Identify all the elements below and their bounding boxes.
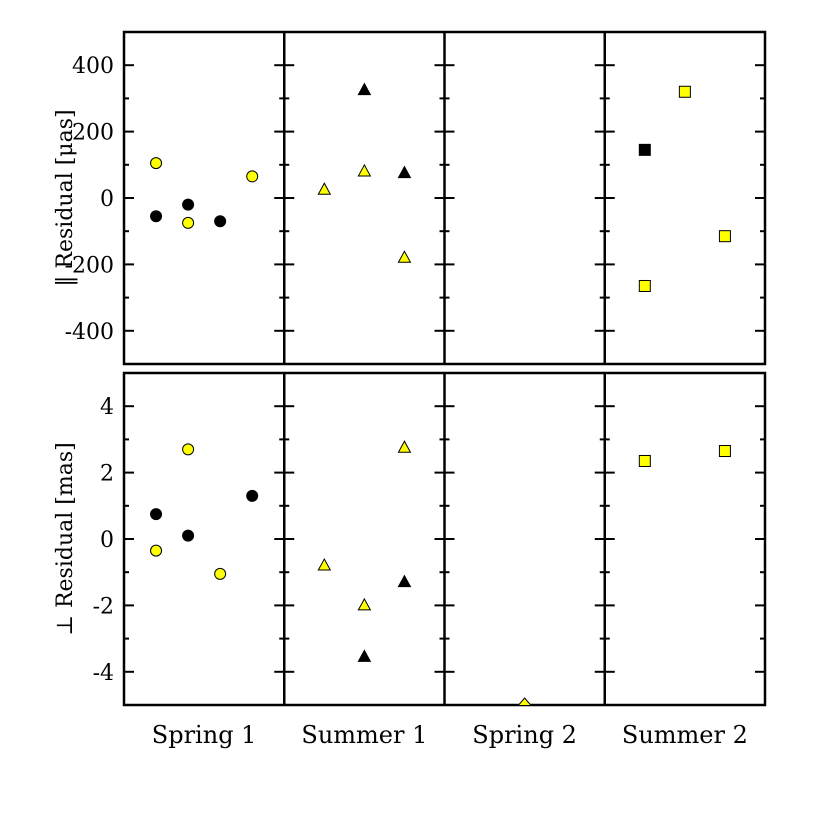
y-tick-label: 0	[100, 528, 114, 553]
data-point-circle	[182, 198, 195, 211]
data-point-triangle	[397, 440, 412, 453]
data-point-diamond	[517, 697, 532, 705]
y-axis-label: ‖ Residual [μas]	[53, 109, 78, 286]
y-tick-label: 0	[100, 187, 114, 212]
data-point-circle	[182, 216, 195, 229]
data-point-triangle	[317, 558, 332, 571]
data-point-triangle	[357, 597, 372, 611]
data-point-circle	[150, 157, 163, 170]
data-point-square	[638, 279, 651, 292]
data-point-triangle	[397, 165, 412, 179]
y-tick-label: -2	[93, 594, 114, 619]
y-tick-label: 4	[100, 395, 114, 420]
y-tick-label: 200	[72, 121, 114, 146]
y-tick-label: -4	[93, 661, 114, 686]
data-point-circle	[214, 567, 227, 580]
y-tick-label: -200	[65, 253, 114, 278]
data-point-triangle	[357, 163, 372, 177]
data-points	[150, 82, 731, 292]
data-point-square	[678, 85, 691, 98]
chart-panels: -400 -200 0 200 400 ‖ Residual [μas] -4 -2 0 2 4 ⊥ …	[53, 30, 767, 707]
y-tick-label: 400	[72, 54, 114, 79]
y-tick-label: 2	[100, 462, 114, 487]
data-point-square	[718, 230, 731, 243]
y-tick-label: -400	[65, 320, 114, 345]
data-points	[150, 440, 731, 705]
data-point-circle	[182, 443, 195, 456]
category-label: Summer 2	[622, 721, 748, 749]
data-point-circle	[214, 215, 227, 228]
category-label: Spring 1	[152, 721, 257, 749]
y-axis-label: ⊥ Residual [mas]	[53, 442, 78, 635]
data-point-circle	[150, 544, 163, 557]
data-point-circle	[150, 508, 163, 521]
data-point-triangle	[397, 250, 412, 263]
panel-2: -4 -2 0 2 4 ⊥ Residual [mas]	[53, 371, 767, 707]
data-point-triangle	[397, 574, 412, 588]
data-point-triangle	[357, 649, 372, 662]
category-labels: Spring 1 Summer 1 Spring 2 Summer 2	[152, 721, 748, 749]
data-point-circle	[246, 489, 259, 502]
data-point-triangle	[357, 82, 372, 96]
data-point-square	[638, 454, 651, 467]
data-point-triangle	[317, 182, 332, 195]
data-point-circle	[150, 210, 163, 223]
data-point-circle	[182, 529, 195, 542]
panel-1: -400 -200 0 200 400 ‖ Residual [μas]	[53, 30, 767, 366]
category-label: Spring 2	[472, 721, 577, 749]
data-point-circle	[246, 170, 259, 183]
data-point-square	[638, 143, 651, 156]
data-point-square	[718, 445, 731, 458]
category-label: Summer 1	[301, 721, 427, 749]
